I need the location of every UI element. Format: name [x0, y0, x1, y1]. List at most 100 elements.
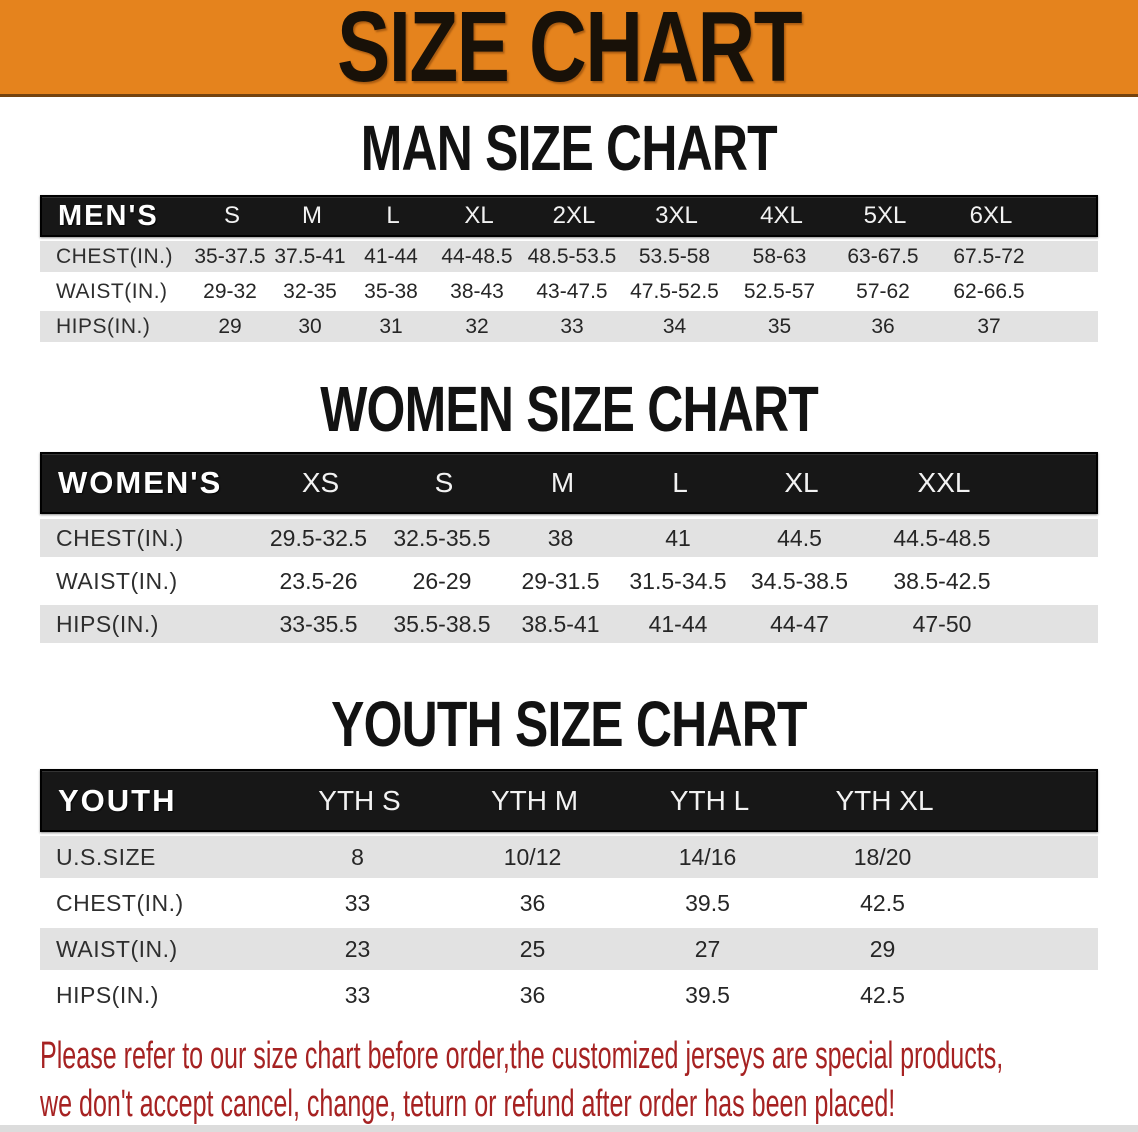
measurement-value: 31.5-34.5: [629, 567, 727, 594]
row-label: U.S.SIZE: [56, 843, 156, 870]
measurement-value: 26-29: [412, 567, 472, 594]
measurement-value: 32-35: [283, 279, 337, 303]
size-column-header: XS: [301, 467, 340, 498]
footer-note: Please refer to our size chart before or…: [40, 1032, 1138, 1128]
measurement-value: 29-31.5: [521, 567, 600, 594]
size-column-header: YTH L: [669, 784, 750, 816]
measurement-value: 33: [560, 314, 584, 338]
measurement-value: 33-35.5: [279, 610, 358, 637]
row-label: HIPS(IN.): [56, 981, 159, 1008]
youth-section-heading: YOUTH SIZE CHART: [0, 688, 1138, 760]
measurement-value: 32: [465, 314, 489, 338]
women-section-heading-text: WOMEN SIZE CHART: [320, 373, 819, 445]
women-size-table: WOMEN'S XS S M L XL XXL CHEST(IN.) 29.5-32.5 32.5…: [40, 452, 1098, 643]
youth-size-table: YOUTH YTH S YTH M YTH L YTH XL U.S.SIZE 8 10/12…: [40, 769, 1098, 1016]
measurement-value: 62-66.5: [953, 279, 1025, 303]
measurement-value: 38.5-41: [521, 610, 600, 637]
measurement-value: 36: [871, 314, 895, 338]
measurement-value: 39.5: [685, 889, 730, 916]
measurement-value: 44.5: [777, 524, 822, 551]
measurement-value: 39.5: [685, 981, 730, 1008]
size-column-header: 6XL: [969, 202, 1013, 229]
size-column-header: XL: [784, 467, 819, 498]
size-column-header: 4XL: [760, 202, 803, 229]
measurement-value: 63-67.5: [847, 244, 919, 268]
measurement-value: 43-47.5: [536, 279, 608, 303]
measurement-row: WAIST(IN.) 23.5-26 26-29 29-31.5 31.5-34.5 34…: [40, 562, 1098, 600]
size-column-header: YTH M: [490, 784, 579, 816]
measurement-value: 47.5-52.5: [630, 279, 719, 303]
measurement-value: 67.5-72: [953, 244, 1025, 268]
banner: SIZE CHART: [0, 0, 1138, 97]
measurement-value: 58-63: [752, 244, 807, 268]
measurement-value: 53.5-58: [638, 244, 711, 268]
size-column-header: M: [302, 202, 322, 229]
measurement-value: 37: [977, 314, 1001, 338]
size-column-header: L: [672, 467, 688, 498]
section-men: MAN SIZE CHART MEN'S S M L XL 2XL 3XL 4XL 5XL 6XL…: [0, 116, 1138, 342]
measurement-value: 44-48.5: [441, 244, 513, 268]
size-column-header: XXL: [917, 467, 971, 498]
size-column-header: S: [223, 202, 240, 229]
measurement-value: 42.5: [860, 981, 905, 1008]
measurement-value: 23.5-26: [279, 567, 358, 594]
measurement-value: 38.5-42.5: [893, 567, 991, 594]
men-size-table: MEN'S S M L XL 2XL 3XL 4XL 5XL 6XL CHEST(IN.) 35-37…: [40, 195, 1098, 342]
measurement-value: 48.5-53.5: [527, 244, 617, 268]
table-title-cell: MEN'S: [58, 199, 159, 232]
measurement-value: 10/12: [503, 843, 562, 870]
youth-section-heading-text: YOUTH SIZE CHART: [331, 688, 807, 760]
row-label: WAIST(IN.): [56, 279, 168, 303]
measurement-row: WAIST(IN.) 29-32 32-35 35-38 38-43 43-47.5 47.…: [40, 276, 1098, 307]
table-title-cell: YOUTH: [58, 782, 177, 818]
table-title-cell: WOMEN'S: [58, 465, 223, 500]
measurement-value: 14/16: [678, 843, 737, 870]
measurement-value: 23: [344, 935, 371, 962]
measurement-value: 29.5-32.5: [269, 524, 368, 551]
size-column-header: S: [434, 467, 454, 498]
row-label: HIPS(IN.): [56, 314, 151, 338]
size-column-header: YTH S: [318, 784, 401, 816]
measurement-value: 57-62: [856, 279, 910, 303]
charts-area: MAN SIZE CHART MEN'S S M L XL 2XL 3XL 4XL 5XL 6XL…: [0, 116, 1138, 1016]
row-label: HIPS(IN.): [56, 610, 159, 637]
measurement-value: 35-38: [364, 279, 418, 303]
size-column-header: M: [550, 467, 575, 498]
measurement-value: 42.5: [860, 889, 905, 916]
size-column-header: 5XL: [863, 202, 907, 229]
table-header-row: YOUTH YTH S YTH M YTH L YTH XL: [40, 769, 1098, 832]
measurement-value: 33: [344, 981, 371, 1008]
table-header-row: WOMEN'S XS S M L XL XXL: [40, 452, 1098, 514]
measurement-value: 34: [662, 314, 687, 338]
measurement-value: 38-43: [450, 279, 504, 303]
measurement-value: 32.5-35.5: [393, 524, 491, 551]
men-section-heading: MAN SIZE CHART: [0, 116, 1138, 180]
measurement-value: 29-32: [203, 279, 257, 303]
measurement-value: 27: [694, 935, 721, 962]
measurement-value: 44-47: [770, 610, 829, 637]
measurement-value: 35.5-38.5: [393, 610, 491, 637]
measurement-value: 38: [547, 524, 574, 551]
measurement-value: 18/20: [853, 843, 912, 870]
row-label: WAIST(IN.): [56, 567, 178, 594]
measurement-row: CHEST(IN.) 35-37.5 37.5-41 41-44 44-48.5 48.5…: [40, 241, 1098, 272]
measurement-value: 44.5-48.5: [893, 524, 991, 551]
measurement-value: 8: [351, 843, 364, 870]
measurement-row: HIPS(IN.) 33-35.5 35.5-38.5 38.5-41 41-44 44-…: [40, 605, 1098, 643]
size-column-header: 3XL: [655, 202, 698, 229]
measurement-value: 36: [519, 981, 546, 1008]
measurement-value: 29: [218, 314, 242, 338]
measurement-row: CHEST(IN.) 29.5-32.5 32.5-35.5 38 41 44.5 44.5…: [40, 519, 1098, 557]
measurement-value: 31: [379, 314, 403, 338]
measurement-value: 52.5-57: [743, 279, 816, 303]
measurement-row: U.S.SIZE 8 10/12 14/16 18/20: [40, 836, 1098, 878]
footer-line-2: we don't accept cancel, change, teturn o…: [40, 1083, 896, 1125]
measurement-row: WAIST(IN.) 23 25 27 29: [40, 928, 1098, 970]
row-label: CHEST(IN.): [56, 244, 173, 268]
size-column-header: L: [386, 202, 400, 229]
size-column-header: XL: [464, 202, 494, 229]
row-label: CHEST(IN.): [56, 889, 184, 916]
measurement-value: 30: [298, 314, 322, 338]
measurement-value: 33: [344, 889, 371, 916]
